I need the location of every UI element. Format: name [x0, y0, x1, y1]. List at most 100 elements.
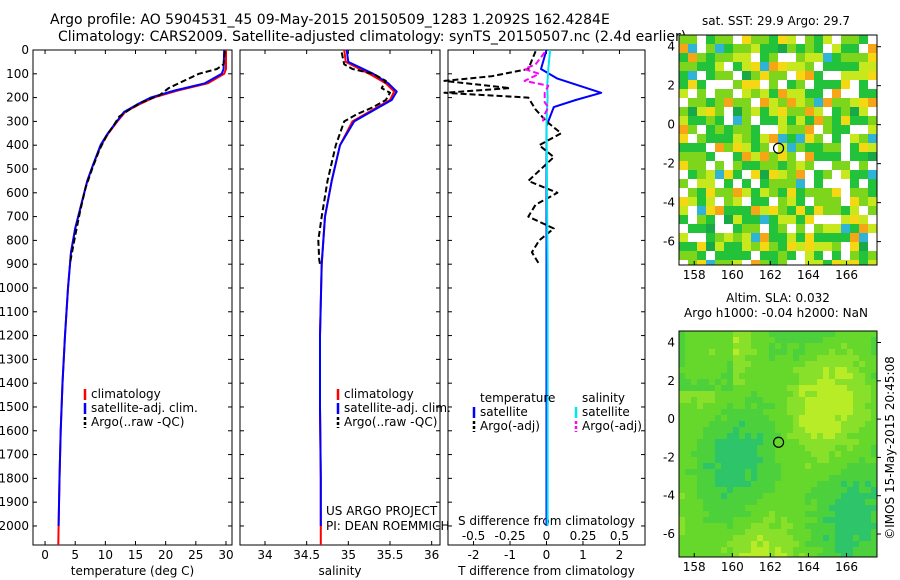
xtick-label: 15 — [128, 548, 143, 562]
ytick-label: 1300 — [0, 352, 29, 366]
xtick-label: 0 — [41, 548, 49, 562]
xlabel: salinity — [318, 564, 361, 578]
ytick-label: 2000 — [0, 519, 29, 533]
xtick-label: 2 — [616, 548, 624, 562]
xtick-label: 10 — [98, 548, 113, 562]
ytick-label: 1100 — [0, 305, 29, 319]
map-frame — [678, 34, 878, 266]
legend-label: climatology — [91, 387, 161, 401]
project-line2: PI: DEAN ROEMMICH — [326, 519, 449, 533]
ytick-label: 400 — [6, 138, 29, 152]
ytick-label: 800 — [6, 233, 29, 247]
panel-temperature: 0100200300400500600700800900100011001200… — [0, 43, 234, 578]
legend-title-temperature: temperature — [480, 391, 555, 405]
xtick-label: 34.5 — [293, 548, 320, 562]
figure-title-line1: Argo profile: AO 5904531_45 09-May-2015 … — [50, 12, 610, 28]
imos-stamp: ©IMOS 15-May-2015 20:45:08 — [883, 356, 897, 540]
panel-frame — [32, 49, 233, 546]
ytick-label: 900 — [6, 257, 29, 271]
argo-position-marker — [772, 436, 785, 448]
xtick-top-label: 0.25 — [570, 529, 597, 543]
map-sla-map: 158 160 162 164 166 4 2 0 -2 -4 -6 — [663, 330, 881, 574]
legend-title-salinity: salinity — [582, 391, 625, 405]
sla-map-title1: Altim. SLA: 0.032 — [726, 291, 830, 305]
map-xtick-label: 160 — [721, 268, 744, 282]
series-s-argo-adj- — [523, 51, 550, 122]
map-ytick-label: 2 — [667, 374, 675, 388]
sla-map-title2: Argo h1000: -0.04 h2000: NaN — [684, 306, 868, 320]
legend-label: satellite-adj. clim. — [344, 401, 451, 415]
map-cells — [679, 331, 877, 557]
xtick-label: 36 — [424, 548, 439, 562]
legend-label: satellite — [582, 405, 630, 419]
ytick-label: 700 — [6, 210, 29, 224]
map-ytick-label: -4 — [663, 196, 675, 210]
legend-label: satellite-adj. clim. — [91, 401, 198, 415]
map-ytick-label: 4 — [667, 40, 675, 54]
xtick-label: 0 — [543, 548, 551, 562]
map-xtick-label: 166 — [835, 560, 858, 574]
series-t-satellite — [540, 49, 603, 526]
ytick-label: 1200 — [0, 329, 29, 343]
map-frame — [678, 330, 878, 558]
series-argo-raw-qc- — [317, 52, 391, 265]
xtick-label: 35 — [341, 548, 356, 562]
map-ytick-label: -6 — [663, 235, 675, 249]
argo-position-marker — [772, 142, 785, 154]
panel-frame — [239, 49, 441, 546]
map-xtick-label: 166 — [835, 268, 858, 282]
series-argo-raw-qc- — [68, 51, 226, 265]
xtick-label: 20 — [158, 548, 173, 562]
legend-label: Argo(-adj) — [480, 419, 540, 433]
legend-label: Argo(..raw -QC) — [344, 415, 437, 429]
map-xtick-label: 162 — [759, 268, 782, 282]
xtick-label: 1 — [579, 548, 587, 562]
ytick-label: 300 — [6, 114, 29, 128]
map-ytick-label: 2 — [667, 79, 675, 93]
xtick-top-label: -0.25 — [494, 529, 525, 543]
map-ytick-label: 0 — [667, 412, 675, 426]
legend-label: climatology — [344, 387, 414, 401]
xtick-label: 35.5 — [377, 548, 404, 562]
ytick-label: 1000 — [0, 281, 29, 295]
xtick-top-label: 0 — [543, 529, 551, 543]
ytick-label: 1800 — [0, 471, 29, 485]
ytick-label: 0 — [21, 43, 29, 57]
series-satellite-adj-clim- — [319, 49, 398, 526]
xtick-label: 30 — [218, 548, 233, 562]
legend-label: Argo(-adj) — [582, 419, 642, 433]
series-s-satellite — [545, 49, 552, 526]
sst-map-title: sat. SST: 29.9 Argo: 29.7 — [702, 14, 850, 28]
map-xtick-label: 164 — [797, 560, 820, 574]
ytick-label: 1500 — [0, 400, 29, 414]
xtick-label: 34 — [257, 548, 272, 562]
map-ytick-label: -6 — [663, 527, 675, 541]
ytick-label: 500 — [6, 162, 29, 176]
project-line1: US ARGO PROJECT — [326, 504, 438, 518]
series-satellite-adj-clim- — [57, 49, 226, 527]
xtick-label: 25 — [188, 548, 203, 562]
map-ytick-label: -4 — [663, 489, 675, 503]
map-xtick-label: 160 — [721, 560, 744, 574]
map-sat-sst-map: 158 160 162 164 166 4 2 0 -2 -4 -6 — [663, 34, 881, 282]
ytick-label: 100 — [6, 67, 29, 81]
xtick-label: -2 — [468, 548, 480, 562]
series-t-argo-adj- — [443, 50, 563, 265]
map-ytick-label: 4 — [667, 335, 675, 349]
ytick-label: 1700 — [0, 448, 29, 462]
xtick-top-label: -0.5 — [462, 529, 485, 543]
map-xtick-label: 158 — [683, 268, 706, 282]
xtick-top-label: 0.5 — [610, 529, 629, 543]
ytick-label: 1600 — [0, 424, 29, 438]
map-ytick-label: -2 — [663, 450, 675, 464]
panel-salinity: 34 34.5 35 35.5 36 salinity — [239, 49, 441, 578]
ytick-label: 600 — [6, 186, 29, 200]
map-xtick-label: 158 — [683, 560, 706, 574]
map-ytick-label: 0 — [667, 118, 675, 132]
map-xtick-label: 162 — [759, 560, 782, 574]
xtick-label: -1 — [504, 548, 516, 562]
map-cells — [679, 35, 877, 265]
map-xtick-label: 164 — [797, 268, 820, 282]
ytick-label: 1900 — [0, 495, 29, 509]
